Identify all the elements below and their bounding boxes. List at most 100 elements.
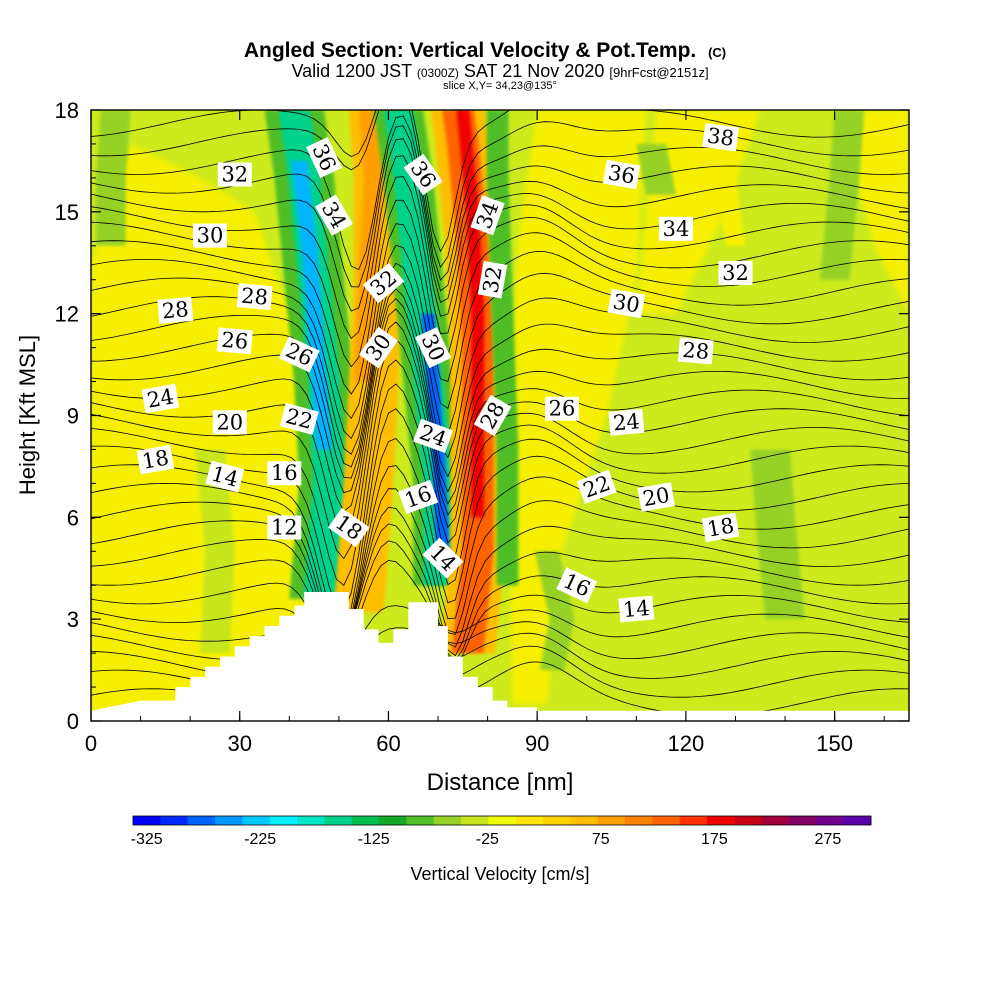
- contour-label-box: [362, 262, 405, 304]
- weak-downdraft-5: [750, 449, 805, 620]
- colorbar-swatch: [379, 816, 407, 825]
- colorbar-swatch: [133, 816, 161, 825]
- colorbar-swatch: [816, 816, 845, 825]
- contour-label-value: 14: [622, 596, 651, 622]
- colorbar-swatch: [597, 816, 626, 825]
- isentrope-line: [91, 523, 909, 657]
- contour-label-value: 12: [271, 516, 298, 540]
- contour-label: 12: [267, 515, 302, 540]
- colorbar-swatch: [351, 816, 380, 825]
- isentrope-line: [91, 277, 909, 468]
- contour-label-value: 32: [478, 264, 506, 294]
- subtitle-utc: (0300Z): [417, 66, 459, 80]
- contour-label-value: 32: [221, 163, 248, 187]
- contour-label-box: [701, 512, 740, 543]
- subtitle-date: SAT 21 Nov 2020: [464, 61, 604, 81]
- contour-label-box: [422, 537, 464, 579]
- downdraft-band-core: [291, 160, 332, 450]
- contour-label: 36: [602, 159, 641, 190]
- colorbar-swatch: [652, 816, 681, 825]
- x-tick-label: 150: [816, 731, 853, 756]
- contour-label-box: [608, 408, 645, 436]
- isentrope-line: [91, 540, 909, 662]
- contour-label: 32: [718, 260, 753, 285]
- colorbar-swatch: [570, 816, 599, 825]
- contour-label: 18: [136, 444, 175, 475]
- colorbar-swatch: [515, 816, 544, 825]
- contour-label: 28: [677, 337, 714, 365]
- isentrope-line: [91, 465, 909, 643]
- colorbar-swatch: [215, 816, 243, 825]
- colorbar-swatch: [761, 816, 790, 825]
- colorbar-swatch: [789, 816, 817, 825]
- contour-label-box: [193, 223, 227, 248]
- contour-label: 30: [193, 223, 227, 248]
- weak-updraft-1: [715, 177, 746, 246]
- isentrope-line: [91, 488, 909, 645]
- y-tick-label: 12: [55, 302, 79, 327]
- contour-label-box: [212, 410, 247, 435]
- contour-label-box: [545, 396, 579, 421]
- contour-label-box: [659, 216, 693, 241]
- contour-label-value: 28: [681, 338, 710, 364]
- colorbar-label: Vertical Velocity [cm/s]: [410, 864, 589, 884]
- colorbar-swatch: [625, 816, 653, 825]
- contour-label: 34: [659, 216, 693, 241]
- contour-label-box: [477, 260, 508, 299]
- contour-label-box: [205, 460, 245, 493]
- contour-label-box: [718, 260, 753, 285]
- contour-label: 38: [702, 122, 740, 152]
- y-tick-label: 18: [55, 98, 79, 123]
- contour-label: 24: [141, 383, 180, 414]
- x-tick-label: 0: [85, 731, 97, 756]
- isentrope-line: [91, 155, 909, 340]
- contour-label-box: [141, 383, 180, 414]
- colorbar-tick-label: 275: [815, 831, 842, 848]
- y-tick-label: 6: [67, 505, 79, 530]
- colorbar-tick-label: 75: [592, 831, 610, 848]
- contour-label-box: [136, 444, 175, 475]
- contour-label: 26: [545, 396, 579, 421]
- x-axis-label: Distance [nm]: [427, 769, 574, 796]
- contour-label: 14: [205, 460, 245, 493]
- isentrope-line: [91, 438, 909, 637]
- colorbar: -325 -225 -125 -25 75 175 275: [131, 815, 872, 848]
- contour-label: 18: [701, 512, 740, 543]
- contour-label-value: 34: [663, 217, 690, 241]
- contour-label-box: [278, 336, 320, 373]
- copyright-mark: (C): [708, 45, 726, 60]
- x-axis: 0 30 60 90 120 150: [85, 110, 885, 756]
- contour-label-box: [217, 162, 252, 187]
- contour-label-box: [576, 469, 617, 504]
- chart-subtitle: Valid 1200 JST (0300Z) SAT 21 Nov 2020 […: [291, 61, 708, 81]
- isentrope-line: [91, 110, 909, 253]
- isentrope-line: [91, 115, 909, 281]
- isentrope-line: [91, 506, 909, 648]
- colorbar-tick-label: -125: [358, 831, 390, 848]
- contour-label-box: [473, 394, 512, 437]
- contour-label-box: [637, 482, 676, 512]
- contour-label-box: [556, 567, 598, 604]
- x-tick-label: 60: [376, 731, 400, 756]
- contour-label: 28: [236, 283, 273, 311]
- y-tick-label: 0: [67, 709, 79, 734]
- contour-label: 14: [618, 595, 655, 623]
- contour-label: 32: [217, 162, 252, 187]
- colorbar-swatch: [433, 816, 462, 825]
- contour-label: 28: [157, 296, 194, 324]
- isentrope-line: [91, 199, 909, 395]
- isentrope-line: [91, 223, 909, 419]
- contour-label-box: [236, 283, 273, 311]
- isentrope-line: [91, 110, 909, 269]
- contour-label-value: 20: [641, 483, 671, 511]
- isentrope-line: [91, 559, 909, 664]
- contour-label: 32: [477, 260, 508, 299]
- contour-label-value: 18: [705, 513, 735, 541]
- x-tick-label: 120: [668, 731, 705, 756]
- y-tick-label: 15: [55, 200, 79, 225]
- contour-label-value: 26: [549, 397, 576, 421]
